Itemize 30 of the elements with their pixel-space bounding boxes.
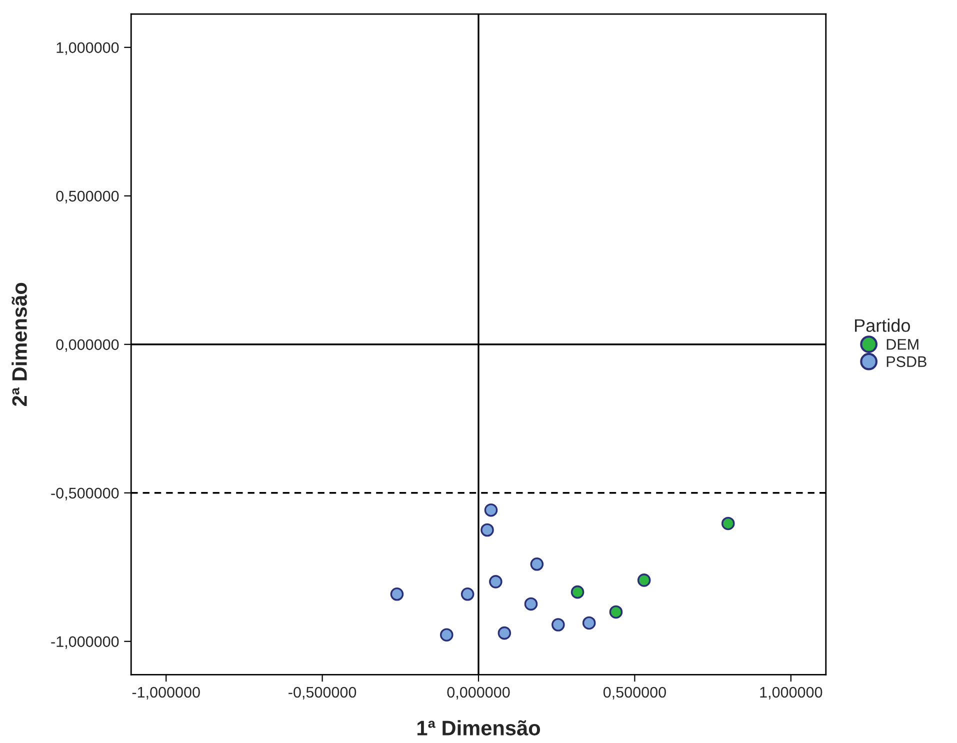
point	[390, 588, 404, 601]
x-tick-label: -1,000000	[132, 686, 200, 700]
point	[480, 523, 494, 537]
point	[498, 626, 512, 640]
x-tick-label: 1,000000	[760, 686, 822, 700]
y-tick-label: 1,000000	[56, 42, 119, 55]
point	[460, 588, 474, 601]
x-axis-title: 1ª Dimensão	[417, 720, 540, 736]
point	[570, 585, 584, 599]
point	[609, 605, 623, 619]
point	[582, 616, 596, 630]
y-tick-label: 0,500000	[56, 190, 119, 204]
point	[524, 597, 538, 611]
x-tick-label: -0,500000	[288, 686, 356, 700]
point	[721, 516, 735, 530]
y-tick-label: -1,000000	[51, 636, 119, 649]
point	[530, 558, 544, 571]
y-tick-label: 0,000000	[56, 339, 119, 352]
point	[489, 575, 502, 588]
x-tick-label: 0,500000	[603, 686, 666, 700]
legend-title: Partido	[855, 318, 910, 332]
legend-label: PSDB	[886, 356, 926, 368]
x-tick-label: 0,000000	[447, 686, 510, 700]
y-axis-title: 2ª Dimensão	[12, 282, 27, 406]
point	[440, 628, 454, 642]
y-tick-label: -0,500000	[51, 488, 119, 500]
point	[637, 574, 651, 587]
legend-label: DEM	[886, 339, 918, 350]
point	[552, 618, 565, 632]
point	[484, 503, 498, 517]
